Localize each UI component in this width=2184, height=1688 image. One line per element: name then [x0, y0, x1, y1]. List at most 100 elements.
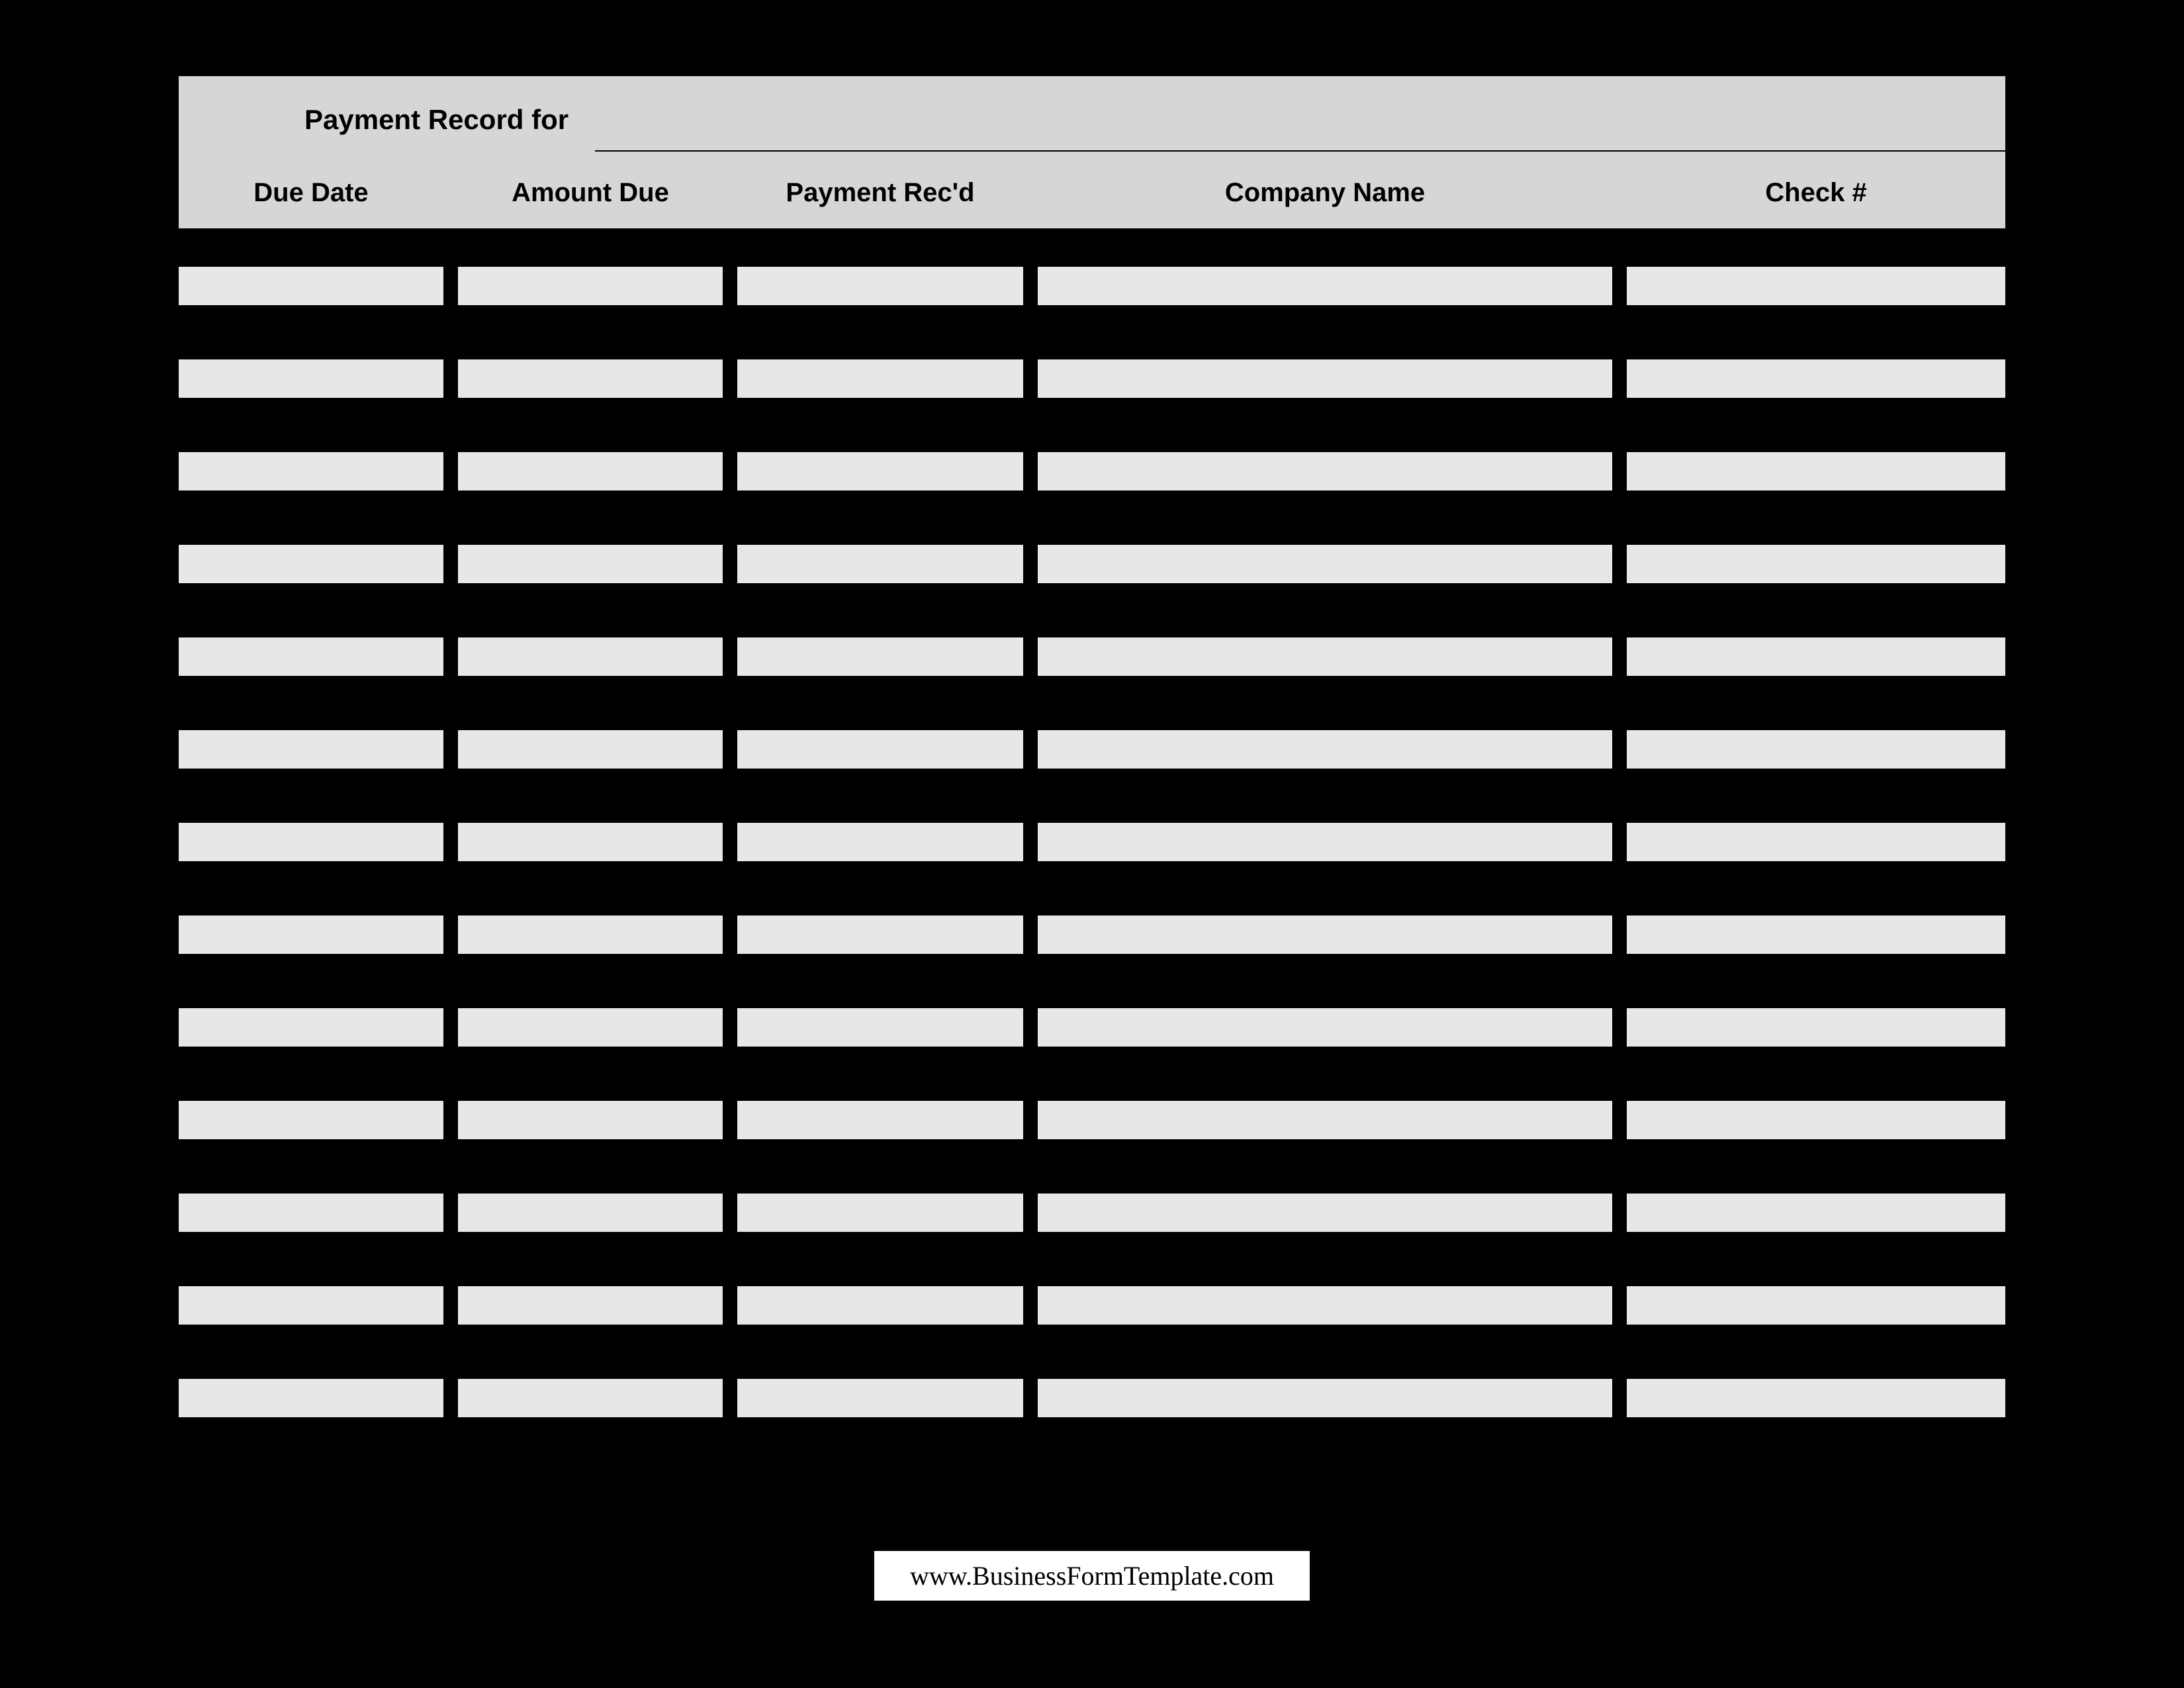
cell-due_date[interactable] — [179, 915, 443, 954]
page-root: Payment Record for Due Date Amount Due P… — [0, 0, 2184, 1688]
cell-due_date[interactable] — [179, 1194, 443, 1232]
cell-amount_due[interactable] — [458, 915, 723, 954]
table-row — [179, 915, 2005, 954]
cell-company_name[interactable] — [1038, 545, 1612, 583]
cell-check_no[interactable] — [1627, 730, 2005, 769]
cell-company_name[interactable] — [1038, 1286, 1612, 1325]
cell-amount_due[interactable] — [458, 823, 723, 861]
cell-check_no[interactable] — [1627, 1101, 2005, 1139]
cell-check_no[interactable] — [1627, 1194, 2005, 1232]
cell-gap — [1612, 1101, 1627, 1139]
cell-gap — [443, 637, 458, 676]
cell-gap — [1023, 915, 1038, 954]
cell-company_name[interactable] — [1038, 267, 1612, 305]
title-row: Payment Record for — [179, 76, 2005, 157]
cell-amount_due[interactable] — [458, 730, 723, 769]
cell-payment_recd[interactable] — [737, 1008, 1023, 1047]
cell-payment_recd[interactable] — [737, 637, 1023, 676]
table-row — [179, 730, 2005, 769]
title-fill-in-line[interactable] — [595, 150, 2005, 152]
payment-record-form: Payment Record for Due Date Amount Due P… — [179, 76, 2005, 1417]
cell-gap — [1612, 823, 1627, 861]
cell-payment_recd[interactable] — [737, 1286, 1023, 1325]
cell-check_no[interactable] — [1627, 915, 2005, 954]
cell-amount_due[interactable] — [458, 452, 723, 491]
cell-company_name[interactable] — [1038, 915, 1612, 954]
cell-gap — [1023, 267, 1038, 305]
cell-due_date[interactable] — [179, 1008, 443, 1047]
cell-amount_due[interactable] — [458, 1008, 723, 1047]
table-row — [179, 823, 2005, 861]
cell-due_date[interactable] — [179, 1286, 443, 1325]
col-header-due-date: Due Date — [179, 178, 443, 208]
cell-check_no[interactable] — [1627, 1286, 2005, 1325]
cell-check_no[interactable] — [1627, 637, 2005, 676]
cell-due_date[interactable] — [179, 1379, 443, 1417]
cell-gap — [1612, 1379, 1627, 1417]
cell-check_no[interactable] — [1627, 1008, 2005, 1047]
cell-company_name[interactable] — [1038, 1379, 1612, 1417]
cell-payment_recd[interactable] — [737, 1101, 1023, 1139]
table-row — [179, 545, 2005, 583]
cell-due_date[interactable] — [179, 823, 443, 861]
table-row — [179, 1286, 2005, 1325]
cell-company_name[interactable] — [1038, 730, 1612, 769]
cell-gap — [1023, 1379, 1038, 1417]
cell-company_name[interactable] — [1038, 1101, 1612, 1139]
cell-check_no[interactable] — [1627, 545, 2005, 583]
cell-amount_due[interactable] — [458, 1101, 723, 1139]
cell-due_date[interactable] — [179, 730, 443, 769]
cell-amount_due[interactable] — [458, 545, 723, 583]
cell-amount_due[interactable] — [458, 637, 723, 676]
cell-company_name[interactable] — [1038, 1008, 1612, 1047]
cell-gap — [723, 1286, 737, 1325]
cell-gap — [723, 823, 737, 861]
cell-payment_recd[interactable] — [737, 1194, 1023, 1232]
cell-amount_due[interactable] — [458, 359, 723, 398]
col-header-check-no: Check # — [1627, 178, 2005, 208]
cell-gap — [443, 1008, 458, 1047]
cell-gap — [443, 1101, 458, 1139]
cell-due_date[interactable] — [179, 637, 443, 676]
cell-gap — [1023, 359, 1038, 398]
cell-gap — [1023, 1194, 1038, 1232]
cell-gap — [723, 1008, 737, 1047]
cell-due_date[interactable] — [179, 359, 443, 398]
cell-payment_recd[interactable] — [737, 730, 1023, 769]
cell-check_no[interactable] — [1627, 823, 2005, 861]
footer-source-label: www.BusinessFormTemplate.com — [873, 1550, 1311, 1602]
cell-gap — [1612, 452, 1627, 491]
cell-gap — [1023, 452, 1038, 491]
cell-gap — [443, 1194, 458, 1232]
cell-gap — [723, 1194, 737, 1232]
cell-check_no[interactable] — [1627, 452, 2005, 491]
cell-payment_recd[interactable] — [737, 545, 1023, 583]
cell-due_date[interactable] — [179, 545, 443, 583]
cell-payment_recd[interactable] — [737, 359, 1023, 398]
cell-payment_recd[interactable] — [737, 1379, 1023, 1417]
cell-check_no[interactable] — [1627, 267, 2005, 305]
cell-company_name[interactable] — [1038, 452, 1612, 491]
cell-payment_recd[interactable] — [737, 823, 1023, 861]
cell-due_date[interactable] — [179, 267, 443, 305]
cell-check_no[interactable] — [1627, 359, 2005, 398]
cell-payment_recd[interactable] — [737, 915, 1023, 954]
cell-payment_recd[interactable] — [737, 452, 1023, 491]
cell-gap — [443, 545, 458, 583]
cell-check_no[interactable] — [1627, 1379, 2005, 1417]
cell-amount_due[interactable] — [458, 1379, 723, 1417]
cell-company_name[interactable] — [1038, 823, 1612, 861]
col-header-company-name: Company Name — [1038, 178, 1612, 208]
cell-gap — [1023, 730, 1038, 769]
column-headers-row: Due Date Amount Due Payment Rec'd Compan… — [179, 157, 2005, 228]
cell-due_date[interactable] — [179, 1101, 443, 1139]
cell-payment_recd[interactable] — [737, 267, 1023, 305]
cell-company_name[interactable] — [1038, 1194, 1612, 1232]
cell-gap — [443, 1379, 458, 1417]
cell-amount_due[interactable] — [458, 1194, 723, 1232]
cell-amount_due[interactable] — [458, 267, 723, 305]
cell-company_name[interactable] — [1038, 359, 1612, 398]
cell-due_date[interactable] — [179, 452, 443, 491]
cell-amount_due[interactable] — [458, 1286, 723, 1325]
cell-company_name[interactable] — [1038, 637, 1612, 676]
